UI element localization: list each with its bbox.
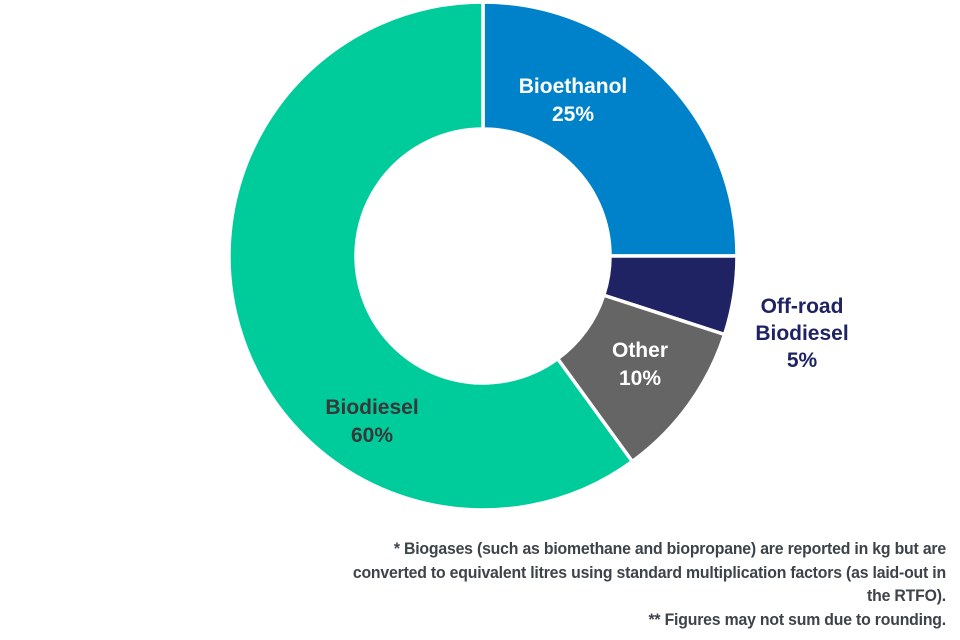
- donut-slice-labels: Bioethanol 25% Off-road Biodiesel 5% Other 10%…: [325, 75, 848, 447]
- footnote-line-1: * Biogases (such as biomethane and biopr…: [393, 539, 946, 558]
- donut-slices: [227, 0, 739, 512]
- label-off-road-biodiesel: Off-road Biodiesel 5%: [755, 295, 848, 372]
- slice-biodiesel: [227, 0, 635, 512]
- footnote: * Biogases (such as biomethane and biopr…: [295, 537, 946, 631]
- footnote-line-2: converted to equivalent litres using sta…: [352, 562, 947, 582]
- label-bioethanol: Bioethanol 25%: [519, 75, 628, 126]
- slice-bioethanol: [481, 0, 739, 258]
- footnote-line-4: ** Figures may not sum due to rounding.: [648, 609, 946, 629]
- label-other: Other 10%: [612, 339, 668, 390]
- label-biodiesel: Biodiesel 60%: [325, 396, 418, 447]
- footnote-line-3: the RTFO).: [867, 586, 946, 605]
